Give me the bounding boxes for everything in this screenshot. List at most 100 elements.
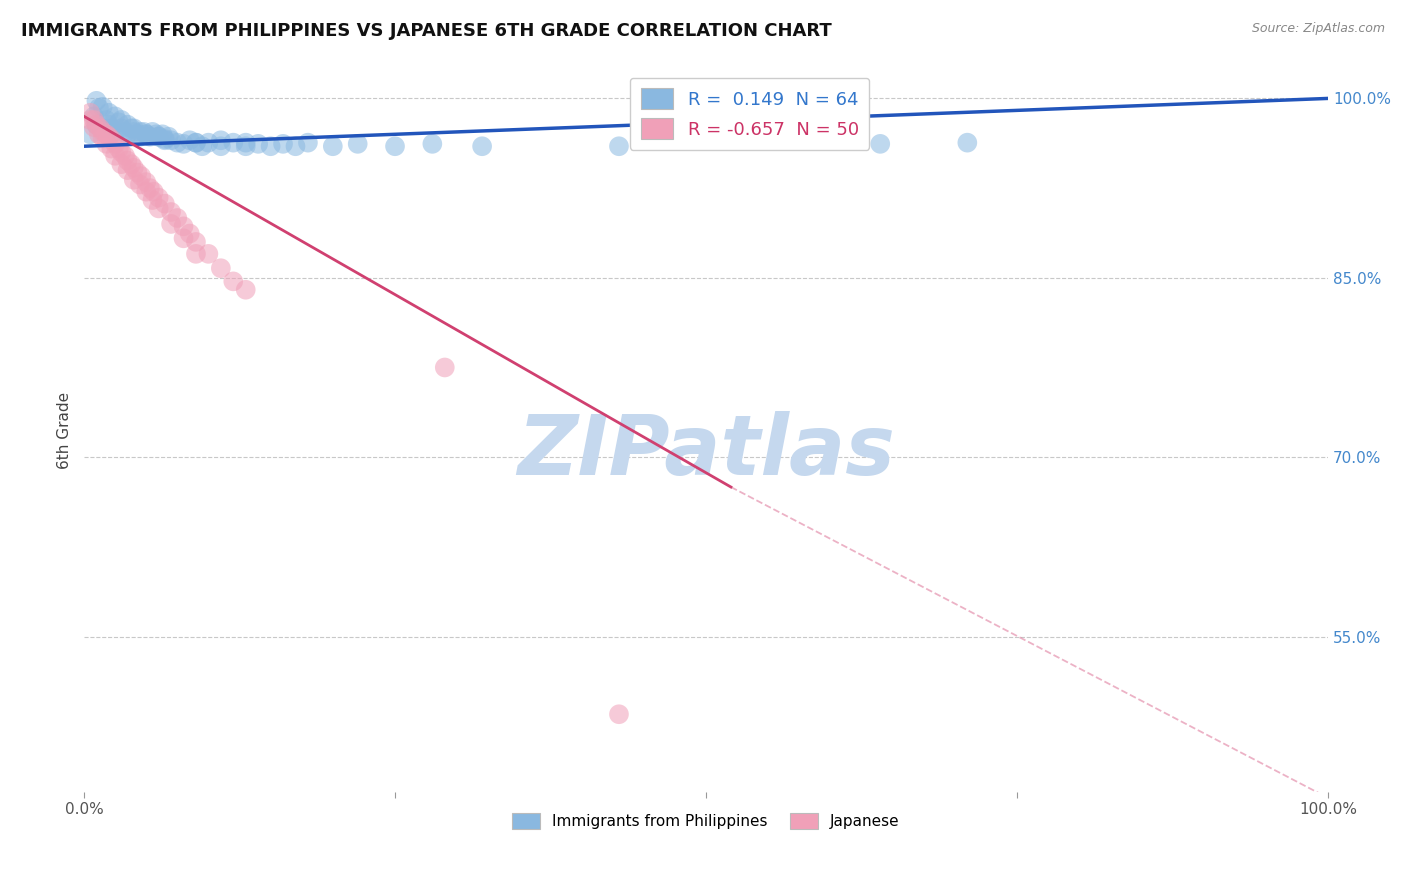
Point: [120, 157, 142, 171]
Point: [96, 136, 118, 151]
Point: [139, 181, 162, 195]
Point: [100, 121, 122, 136]
Point: [141, 193, 163, 207]
Point: [433, 360, 456, 375]
Point: [129, 169, 152, 183]
Point: [87, 101, 110, 115]
Point: [160, 133, 183, 147]
Point: [104, 109, 127, 123]
Point: [141, 125, 163, 139]
Point: [135, 175, 157, 189]
Point: [110, 145, 132, 160]
Point: [956, 136, 979, 150]
Point: [173, 219, 195, 234]
Point: [83, 109, 105, 123]
Point: [114, 149, 136, 163]
Point: [101, 133, 124, 147]
Point: [83, 120, 105, 135]
Point: [184, 235, 207, 249]
Point: [110, 112, 132, 127]
Point: [117, 118, 139, 132]
Point: [117, 128, 139, 142]
Point: [135, 128, 157, 142]
Point: [259, 139, 281, 153]
Point: [235, 139, 257, 153]
Point: [129, 129, 152, 144]
Point: [284, 139, 307, 153]
Point: [148, 129, 170, 144]
Text: ZIPatlas: ZIPatlas: [517, 411, 896, 492]
Point: [110, 157, 132, 171]
Point: [179, 227, 201, 241]
Point: [122, 161, 145, 175]
Point: [108, 115, 131, 129]
Point: [97, 105, 120, 120]
Point: [148, 191, 170, 205]
Point: [173, 231, 195, 245]
Point: [145, 128, 167, 142]
Point: [153, 132, 176, 146]
Point: [209, 139, 232, 153]
Point: [322, 139, 344, 153]
Point: [222, 274, 245, 288]
Point: [104, 136, 127, 151]
Point: [235, 283, 257, 297]
Point: [104, 149, 127, 163]
Point: [148, 202, 170, 216]
Point: [160, 205, 183, 219]
Point: [142, 185, 165, 199]
Point: [91, 131, 114, 145]
Point: [108, 142, 131, 156]
Point: [166, 136, 188, 150]
Point: [97, 129, 120, 144]
Point: [122, 172, 145, 186]
Point: [122, 125, 145, 139]
Point: [91, 125, 114, 139]
Point: [86, 94, 108, 108]
Point: [209, 261, 232, 276]
Point: [179, 133, 201, 147]
Point: [127, 165, 149, 179]
Point: [129, 178, 152, 192]
Point: [86, 118, 108, 132]
Point: [184, 136, 207, 150]
Legend: Immigrants from Philippines, Japanese: Immigrants from Philippines, Japanese: [506, 806, 905, 835]
Point: [135, 185, 157, 199]
Point: [96, 128, 118, 142]
Point: [153, 133, 176, 147]
Point: [235, 136, 257, 150]
Y-axis label: 6th Grade: 6th Grade: [58, 392, 72, 469]
Point: [197, 247, 219, 261]
Point: [160, 217, 183, 231]
Point: [153, 196, 176, 211]
Point: [422, 136, 444, 151]
Point: [96, 112, 118, 127]
Point: [104, 125, 127, 139]
Point: [346, 136, 368, 151]
Point: [86, 118, 108, 132]
Point: [669, 133, 692, 147]
Point: [209, 133, 232, 147]
Point: [79, 112, 101, 127]
Point: [148, 129, 170, 144]
Point: [869, 136, 891, 151]
Point: [139, 129, 162, 144]
Point: [100, 142, 122, 156]
Point: [607, 139, 630, 153]
Point: [110, 121, 132, 136]
Point: [471, 139, 494, 153]
Point: [79, 128, 101, 142]
Point: [271, 136, 294, 151]
Point: [79, 105, 101, 120]
Point: [120, 121, 142, 136]
Point: [87, 128, 110, 142]
Point: [197, 136, 219, 150]
Point: [122, 121, 145, 136]
Text: Source: ZipAtlas.com: Source: ZipAtlas.com: [1251, 22, 1385, 36]
Point: [384, 139, 406, 153]
Point: [157, 129, 180, 144]
Point: [91, 121, 114, 136]
Point: [150, 128, 173, 142]
Point: [97, 118, 120, 132]
Point: [222, 136, 245, 150]
